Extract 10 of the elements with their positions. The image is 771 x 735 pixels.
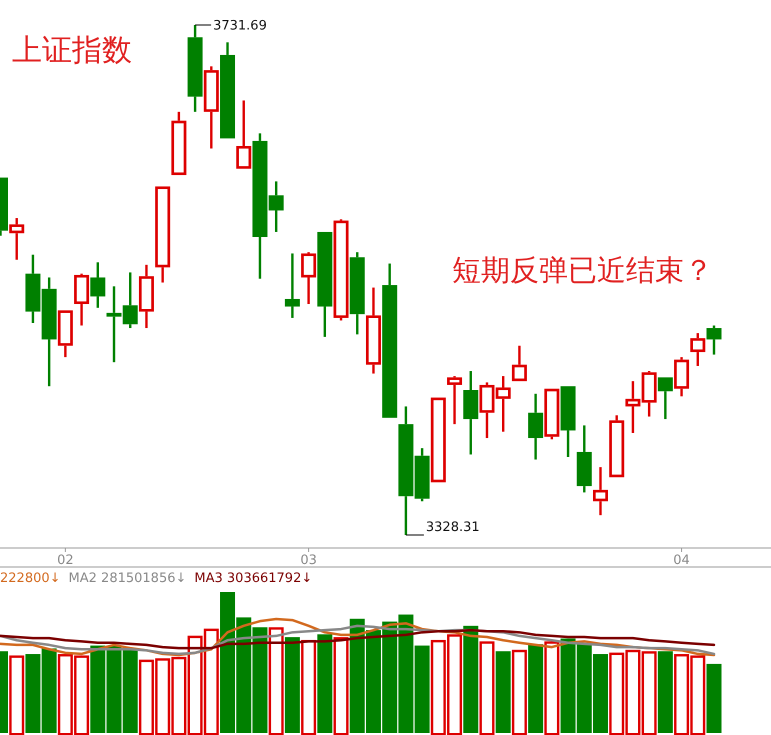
x-tick-label: 04 — [673, 553, 690, 568]
x-tick-label: 02 — [57, 553, 74, 568]
annotation: 3731.69 — [213, 18, 267, 34]
annotation: 3328.31 — [426, 520, 480, 535]
chart-title: 上证指数 — [12, 33, 132, 68]
text: MA3 303661792↓ — [194, 571, 312, 586]
text: MA2 281501856↓ — [68, 571, 186, 586]
text: 222800↓ — [0, 571, 61, 586]
x-tick-label: 03 — [300, 553, 317, 568]
annotation: 短期反弹已近结束？ — [452, 253, 713, 287]
